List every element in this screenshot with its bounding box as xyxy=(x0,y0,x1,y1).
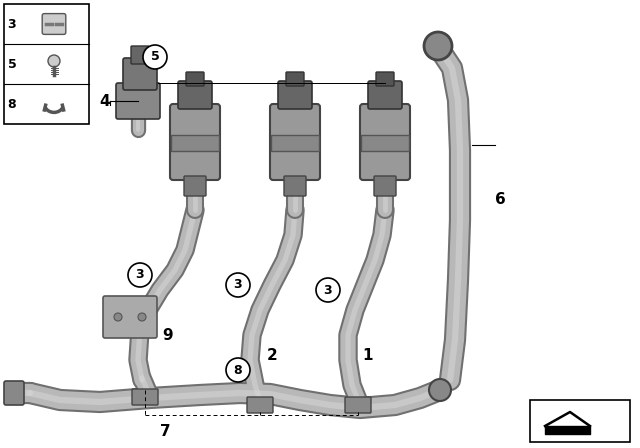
Circle shape xyxy=(226,358,250,382)
FancyBboxPatch shape xyxy=(4,381,24,405)
Text: 7: 7 xyxy=(160,425,170,439)
FancyBboxPatch shape xyxy=(186,72,204,86)
FancyBboxPatch shape xyxy=(271,135,319,151)
FancyBboxPatch shape xyxy=(361,135,409,151)
FancyBboxPatch shape xyxy=(170,104,220,180)
FancyBboxPatch shape xyxy=(368,81,402,109)
FancyBboxPatch shape xyxy=(530,400,630,442)
Text: 4: 4 xyxy=(100,94,110,108)
Text: 8: 8 xyxy=(8,98,16,111)
Text: 9: 9 xyxy=(163,327,173,343)
FancyBboxPatch shape xyxy=(171,135,219,151)
Text: 5: 5 xyxy=(8,57,17,70)
Text: 5: 5 xyxy=(150,51,159,64)
Circle shape xyxy=(138,313,146,321)
Circle shape xyxy=(48,55,60,67)
FancyBboxPatch shape xyxy=(178,81,212,109)
FancyBboxPatch shape xyxy=(103,296,157,338)
FancyBboxPatch shape xyxy=(345,397,371,413)
FancyBboxPatch shape xyxy=(376,72,394,86)
FancyBboxPatch shape xyxy=(360,104,410,180)
FancyBboxPatch shape xyxy=(4,4,89,124)
Text: 8: 8 xyxy=(234,363,243,376)
Text: 2: 2 xyxy=(267,348,277,362)
Circle shape xyxy=(226,273,250,297)
FancyBboxPatch shape xyxy=(286,72,304,86)
FancyBboxPatch shape xyxy=(374,176,396,196)
FancyBboxPatch shape xyxy=(42,13,66,34)
Text: 6: 6 xyxy=(495,193,506,207)
Text: 3: 3 xyxy=(8,17,16,30)
Text: 3: 3 xyxy=(324,284,332,297)
FancyBboxPatch shape xyxy=(123,58,157,90)
FancyBboxPatch shape xyxy=(247,397,273,413)
FancyBboxPatch shape xyxy=(132,389,158,405)
FancyBboxPatch shape xyxy=(184,176,206,196)
FancyBboxPatch shape xyxy=(116,83,160,119)
FancyBboxPatch shape xyxy=(284,176,306,196)
FancyBboxPatch shape xyxy=(278,81,312,109)
Circle shape xyxy=(128,263,152,287)
Text: 1: 1 xyxy=(363,348,373,362)
Text: 3: 3 xyxy=(136,268,144,281)
Circle shape xyxy=(143,45,167,69)
Text: 3: 3 xyxy=(234,279,243,292)
Circle shape xyxy=(429,379,451,401)
FancyBboxPatch shape xyxy=(270,104,320,180)
Circle shape xyxy=(316,278,340,302)
Circle shape xyxy=(114,313,122,321)
Circle shape xyxy=(424,32,452,60)
FancyBboxPatch shape xyxy=(131,46,149,64)
